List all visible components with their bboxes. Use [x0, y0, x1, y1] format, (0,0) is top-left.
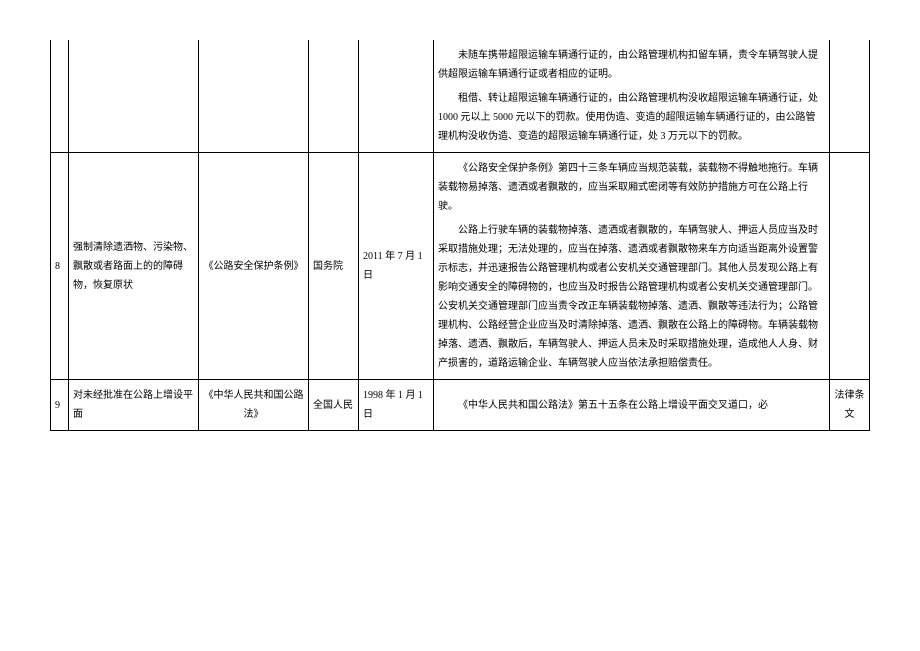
issuing-dept: 全国人民 — [309, 380, 359, 431]
effective-date — [359, 40, 434, 153]
regulation-paragraph: 未随车携带超限运输车辆通行证的，由公路管理机构扣留车辆，责令车辆驾驶人提供超限运… — [438, 46, 825, 84]
enforcement-action: 强制清除遗洒物、污染物、飘散或者路面上的的障碍物，恢复原状 — [69, 153, 199, 380]
doc-type — [830, 153, 870, 380]
issuing-dept — [309, 40, 359, 153]
row-number: 9 — [51, 380, 69, 431]
doc-type — [830, 40, 870, 153]
regulation-paragraph: 租借、转让超限运输车辆通行证的，由公路管理机构没收超限运输车辆通行证，处 100… — [438, 89, 825, 146]
effective-date: 1998 年 1 月 1 日 — [359, 380, 434, 431]
regulation-paragraph: 《中华人民共和国公路法》第五十五条在公路上增设平面交叉道口，必 — [438, 396, 825, 415]
table-row: 9对未经批准在公路上增设平面《中华人民共和国公路法》全国人民1998 年 1 月… — [51, 380, 870, 431]
regulation-paragraph: 公路上行驶车辆的装载物掉落、遗洒或者飘散的，车辆驾驶人、押运人员应当及时采取措施… — [438, 221, 825, 373]
legal-basis: 《公路安全保护条例》 — [199, 153, 309, 380]
regulation-paragraph: 《公路安全保护条例》第四十三条车辆应当规范装载，装载物不得触地拖行。车辆装载物易… — [438, 159, 825, 216]
legal-basis — [199, 40, 309, 153]
regulation-content: 《中华人民共和国公路法》第五十五条在公路上增设平面交叉道口，必 — [434, 380, 830, 431]
regulation-content: 未随车携带超限运输车辆通行证的，由公路管理机构扣留车辆，责令车辆驾驶人提供超限运… — [434, 40, 830, 153]
issuing-dept: 国务院 — [309, 153, 359, 380]
enforcement-action: 对未经批准在公路上增设平面 — [69, 380, 199, 431]
row-number: 8 — [51, 153, 69, 380]
enforcement-action — [69, 40, 199, 153]
regulation-content: 《公路安全保护条例》第四十三条车辆应当规范装载，装载物不得触地拖行。车辆装载物易… — [434, 153, 830, 380]
row-number — [51, 40, 69, 153]
effective-date: 2011 年 7 月 1 日 — [359, 153, 434, 380]
table-row: 8强制清除遗洒物、污染物、飘散或者路面上的的障碍物，恢复原状《公路安全保护条例》… — [51, 153, 870, 380]
table-row: 未随车携带超限运输车辆通行证的，由公路管理机构扣留车辆，责令车辆驾驶人提供超限运… — [51, 40, 870, 153]
legal-basis: 《中华人民共和国公路法》 — [199, 380, 309, 431]
doc-type: 法律条文 — [830, 380, 870, 431]
regulation-table: 未随车携带超限运输车辆通行证的，由公路管理机构扣留车辆，责令车辆驾驶人提供超限运… — [50, 40, 870, 431]
